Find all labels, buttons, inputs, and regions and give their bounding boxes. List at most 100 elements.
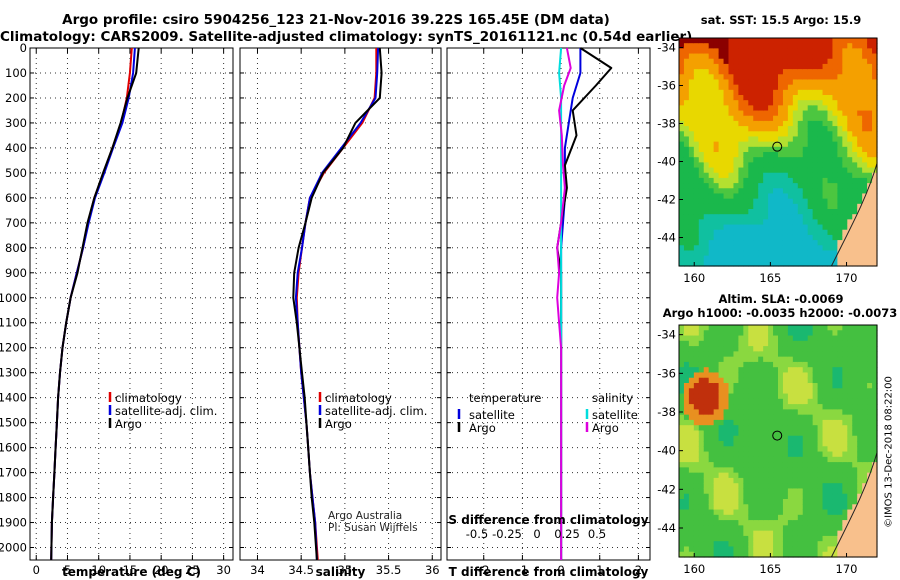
map-cell <box>847 136 853 143</box>
map-cell <box>807 477 814 484</box>
map-cell <box>792 126 799 132</box>
map-cell <box>679 157 685 163</box>
map-cell <box>688 504 695 511</box>
map-cell <box>683 372 690 379</box>
map-cell <box>683 493 690 500</box>
map-cell <box>738 146 744 153</box>
map-cell <box>688 372 695 379</box>
map-cell <box>743 435 749 442</box>
map-cell <box>852 351 858 358</box>
map-cell <box>847 530 853 537</box>
map-cell <box>842 504 848 511</box>
map-cell <box>763 446 769 453</box>
map-cell <box>792 120 799 127</box>
map-cell <box>683 38 690 44</box>
map-cell <box>703 377 710 384</box>
map-cell <box>832 361 838 368</box>
map-cell <box>753 136 759 143</box>
map-cell <box>842 467 848 474</box>
map-cell <box>802 193 809 200</box>
map-cell <box>807 493 814 500</box>
map-cell <box>782 69 789 75</box>
map-cell <box>743 152 749 158</box>
map-cell <box>733 462 739 468</box>
map-cell <box>857 546 863 553</box>
map-cell <box>698 451 705 458</box>
map-cell <box>817 330 824 337</box>
map-cell <box>728 240 735 246</box>
map-cell <box>787 425 794 432</box>
map-cell <box>733 446 739 453</box>
depth-tick-label: 1700 <box>0 466 27 480</box>
map-cell <box>787 525 794 532</box>
map-y-tick-label: -42 <box>657 482 676 496</box>
map-cell <box>728 69 735 75</box>
map-cell <box>758 53 764 60</box>
map-cell <box>698 525 705 532</box>
map-cell <box>743 504 749 511</box>
map-cell <box>787 95 794 101</box>
map-cell <box>778 325 784 331</box>
map-cell <box>718 79 725 86</box>
map-cell <box>778 530 784 537</box>
map-cell <box>693 95 700 101</box>
map-cell <box>837 95 843 101</box>
map-cell <box>768 504 774 511</box>
map-cell <box>708 509 715 516</box>
map-cell <box>748 198 754 205</box>
map-cell <box>679 404 685 410</box>
map-cell <box>817 234 824 241</box>
map-cell <box>718 255 725 262</box>
map-cell <box>837 53 843 60</box>
map-cell <box>857 84 863 91</box>
map-cell <box>837 472 843 479</box>
map-cell <box>778 250 784 257</box>
map-cell <box>812 361 819 368</box>
map-cell <box>812 63 819 70</box>
map-cell <box>797 499 804 505</box>
map-cell <box>852 105 858 112</box>
map-cell <box>778 346 784 352</box>
map-cell <box>713 472 720 479</box>
map-cell <box>748 325 754 331</box>
map-cell <box>832 462 838 468</box>
map-cell <box>867 157 873 163</box>
map-cell <box>688 131 695 138</box>
map-cell <box>753 340 759 347</box>
x-tick-label: 36 <box>425 563 440 577</box>
map-cell <box>708 193 715 200</box>
map-cell <box>773 425 779 432</box>
map-cell <box>698 245 705 252</box>
map-cell <box>728 224 735 231</box>
map-cell <box>802 462 809 468</box>
map-cell <box>733 167 739 174</box>
map-cell <box>768 209 774 215</box>
map-cell <box>708 335 715 342</box>
map-cell <box>758 372 764 379</box>
map-cell <box>723 157 730 163</box>
map-cell <box>753 451 759 458</box>
map-cell <box>792 188 799 195</box>
map-cell <box>827 535 834 542</box>
map-cell <box>857 488 863 495</box>
map-cell <box>708 255 715 262</box>
map-cell <box>679 330 685 337</box>
map-cell <box>812 446 819 453</box>
map-cell <box>867 541 873 548</box>
map-cell <box>758 446 764 453</box>
map-cell <box>708 219 715 226</box>
map-cell <box>792 43 799 49</box>
map-cell <box>787 535 794 542</box>
legend-label: satellite-adj. clim. <box>325 404 427 418</box>
map-cell <box>743 367 749 374</box>
map-cell <box>753 351 759 358</box>
map-cell <box>842 167 848 174</box>
map-cell <box>679 183 685 189</box>
map-cell <box>728 157 735 163</box>
map-cell <box>718 214 725 220</box>
map-cell <box>867 234 873 241</box>
map-cell <box>743 514 749 521</box>
map-cell <box>847 131 853 138</box>
map-cell <box>802 172 809 179</box>
map-cell <box>817 209 824 215</box>
